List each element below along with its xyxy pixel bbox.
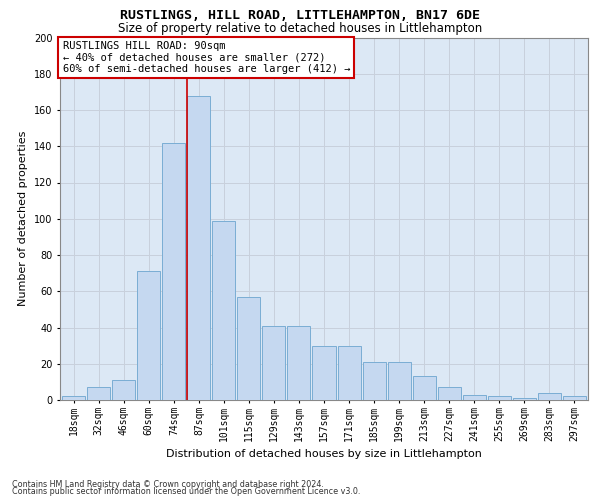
Text: Contains HM Land Registry data © Crown copyright and database right 2024.: Contains HM Land Registry data © Crown c… <box>12 480 324 489</box>
Text: RUSTLINGS HILL ROAD: 90sqm
← 40% of detached houses are smaller (272)
60% of sem: RUSTLINGS HILL ROAD: 90sqm ← 40% of deta… <box>62 41 350 74</box>
Bar <box>463 394 485 400</box>
Text: Contains public sector information licensed under the Open Government Licence v3: Contains public sector information licen… <box>12 487 361 496</box>
Text: Size of property relative to detached houses in Littlehampton: Size of property relative to detached ho… <box>118 22 482 35</box>
Bar <box>313 346 335 400</box>
Bar <box>362 362 386 400</box>
Bar <box>137 272 160 400</box>
Bar <box>512 398 536 400</box>
Bar <box>212 220 235 400</box>
Bar <box>488 396 511 400</box>
Bar <box>437 388 461 400</box>
Bar <box>62 396 85 400</box>
Bar <box>338 346 361 400</box>
Bar <box>538 393 561 400</box>
Bar <box>163 142 185 400</box>
Bar <box>413 376 436 400</box>
Y-axis label: Number of detached properties: Number of detached properties <box>19 131 28 306</box>
Bar <box>262 326 286 400</box>
Text: RUSTLINGS, HILL ROAD, LITTLEHAMPTON, BN17 6DE: RUSTLINGS, HILL ROAD, LITTLEHAMPTON, BN1… <box>120 9 480 22</box>
Bar <box>112 380 136 400</box>
Bar <box>238 296 260 400</box>
Bar <box>388 362 410 400</box>
Bar <box>563 396 586 400</box>
X-axis label: Distribution of detached houses by size in Littlehampton: Distribution of detached houses by size … <box>166 449 482 459</box>
Bar <box>87 388 110 400</box>
Bar <box>287 326 310 400</box>
Bar <box>187 96 211 400</box>
